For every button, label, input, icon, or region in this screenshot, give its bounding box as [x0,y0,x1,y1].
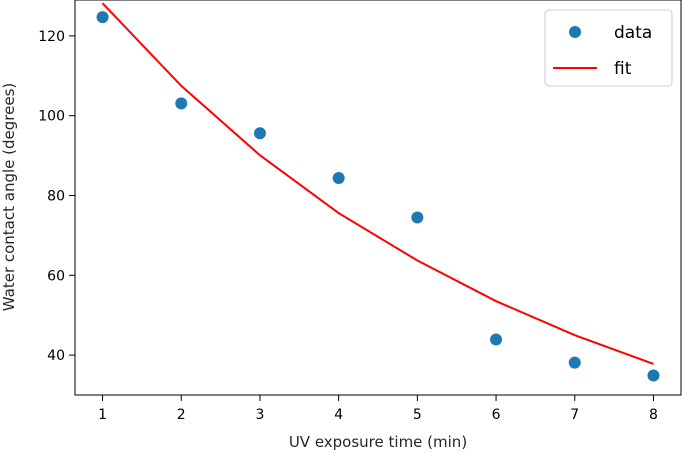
data-point [96,11,109,24]
y-axis-label: Water contact angle (degrees) [0,83,18,311]
x-tick-label: 1 [98,407,107,423]
x-axis-ticks: 1 2 3 4 5 6 7 8 [98,395,658,423]
x-tick-label: 2 [177,407,186,423]
y-tick-label: 100 [38,109,65,125]
fit-line [101,2,654,365]
x-tick-label: 5 [413,407,422,423]
y-tick-label: 40 [47,348,65,364]
legend: data fit [544,9,673,87]
legend-data-label: data [614,23,652,43]
data-point [253,127,266,140]
x-tick-label: 7 [570,407,579,423]
data-point [490,333,503,346]
x-tick-label: 4 [334,407,343,423]
data-points [96,11,660,382]
data-point [411,211,424,224]
data-point [175,97,188,110]
legend-data-marker [569,26,581,38]
x-axis-label: UV exposure time (min) [289,433,467,451]
x-tick-label: 6 [492,407,501,423]
x-tick-label: 8 [649,407,658,423]
data-point [568,356,581,369]
legend-fit-label: fit [614,59,632,79]
data-point [332,171,345,184]
legend-box [544,9,673,87]
plot-frame [74,0,682,396]
y-tick-label: 120 [38,29,65,45]
x-tick-label: 3 [255,407,264,423]
y-tick-label: 60 [47,268,65,284]
y-tick-label: 80 [47,189,65,205]
data-point [647,369,660,382]
y-axis-ticks: 40 60 80 100 120 [38,29,75,364]
